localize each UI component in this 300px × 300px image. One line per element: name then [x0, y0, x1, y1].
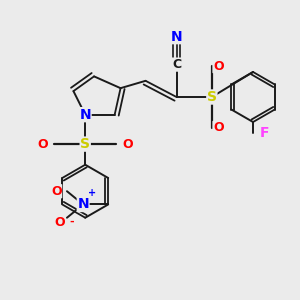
Text: O: O: [38, 138, 48, 151]
Text: N: N: [171, 30, 182, 44]
Text: S: S: [80, 137, 90, 151]
Text: N: N: [80, 108, 91, 122]
Text: C: C: [172, 58, 181, 71]
Text: F: F: [260, 126, 269, 140]
Text: O: O: [54, 216, 64, 229]
Text: -: -: [69, 217, 74, 227]
Text: +: +: [88, 188, 97, 198]
Text: O: O: [213, 60, 224, 73]
Text: N: N: [77, 197, 89, 212]
Text: O: O: [213, 122, 224, 134]
Text: O: O: [122, 138, 133, 151]
Text: S: S: [207, 90, 217, 104]
Text: O: O: [51, 185, 62, 198]
